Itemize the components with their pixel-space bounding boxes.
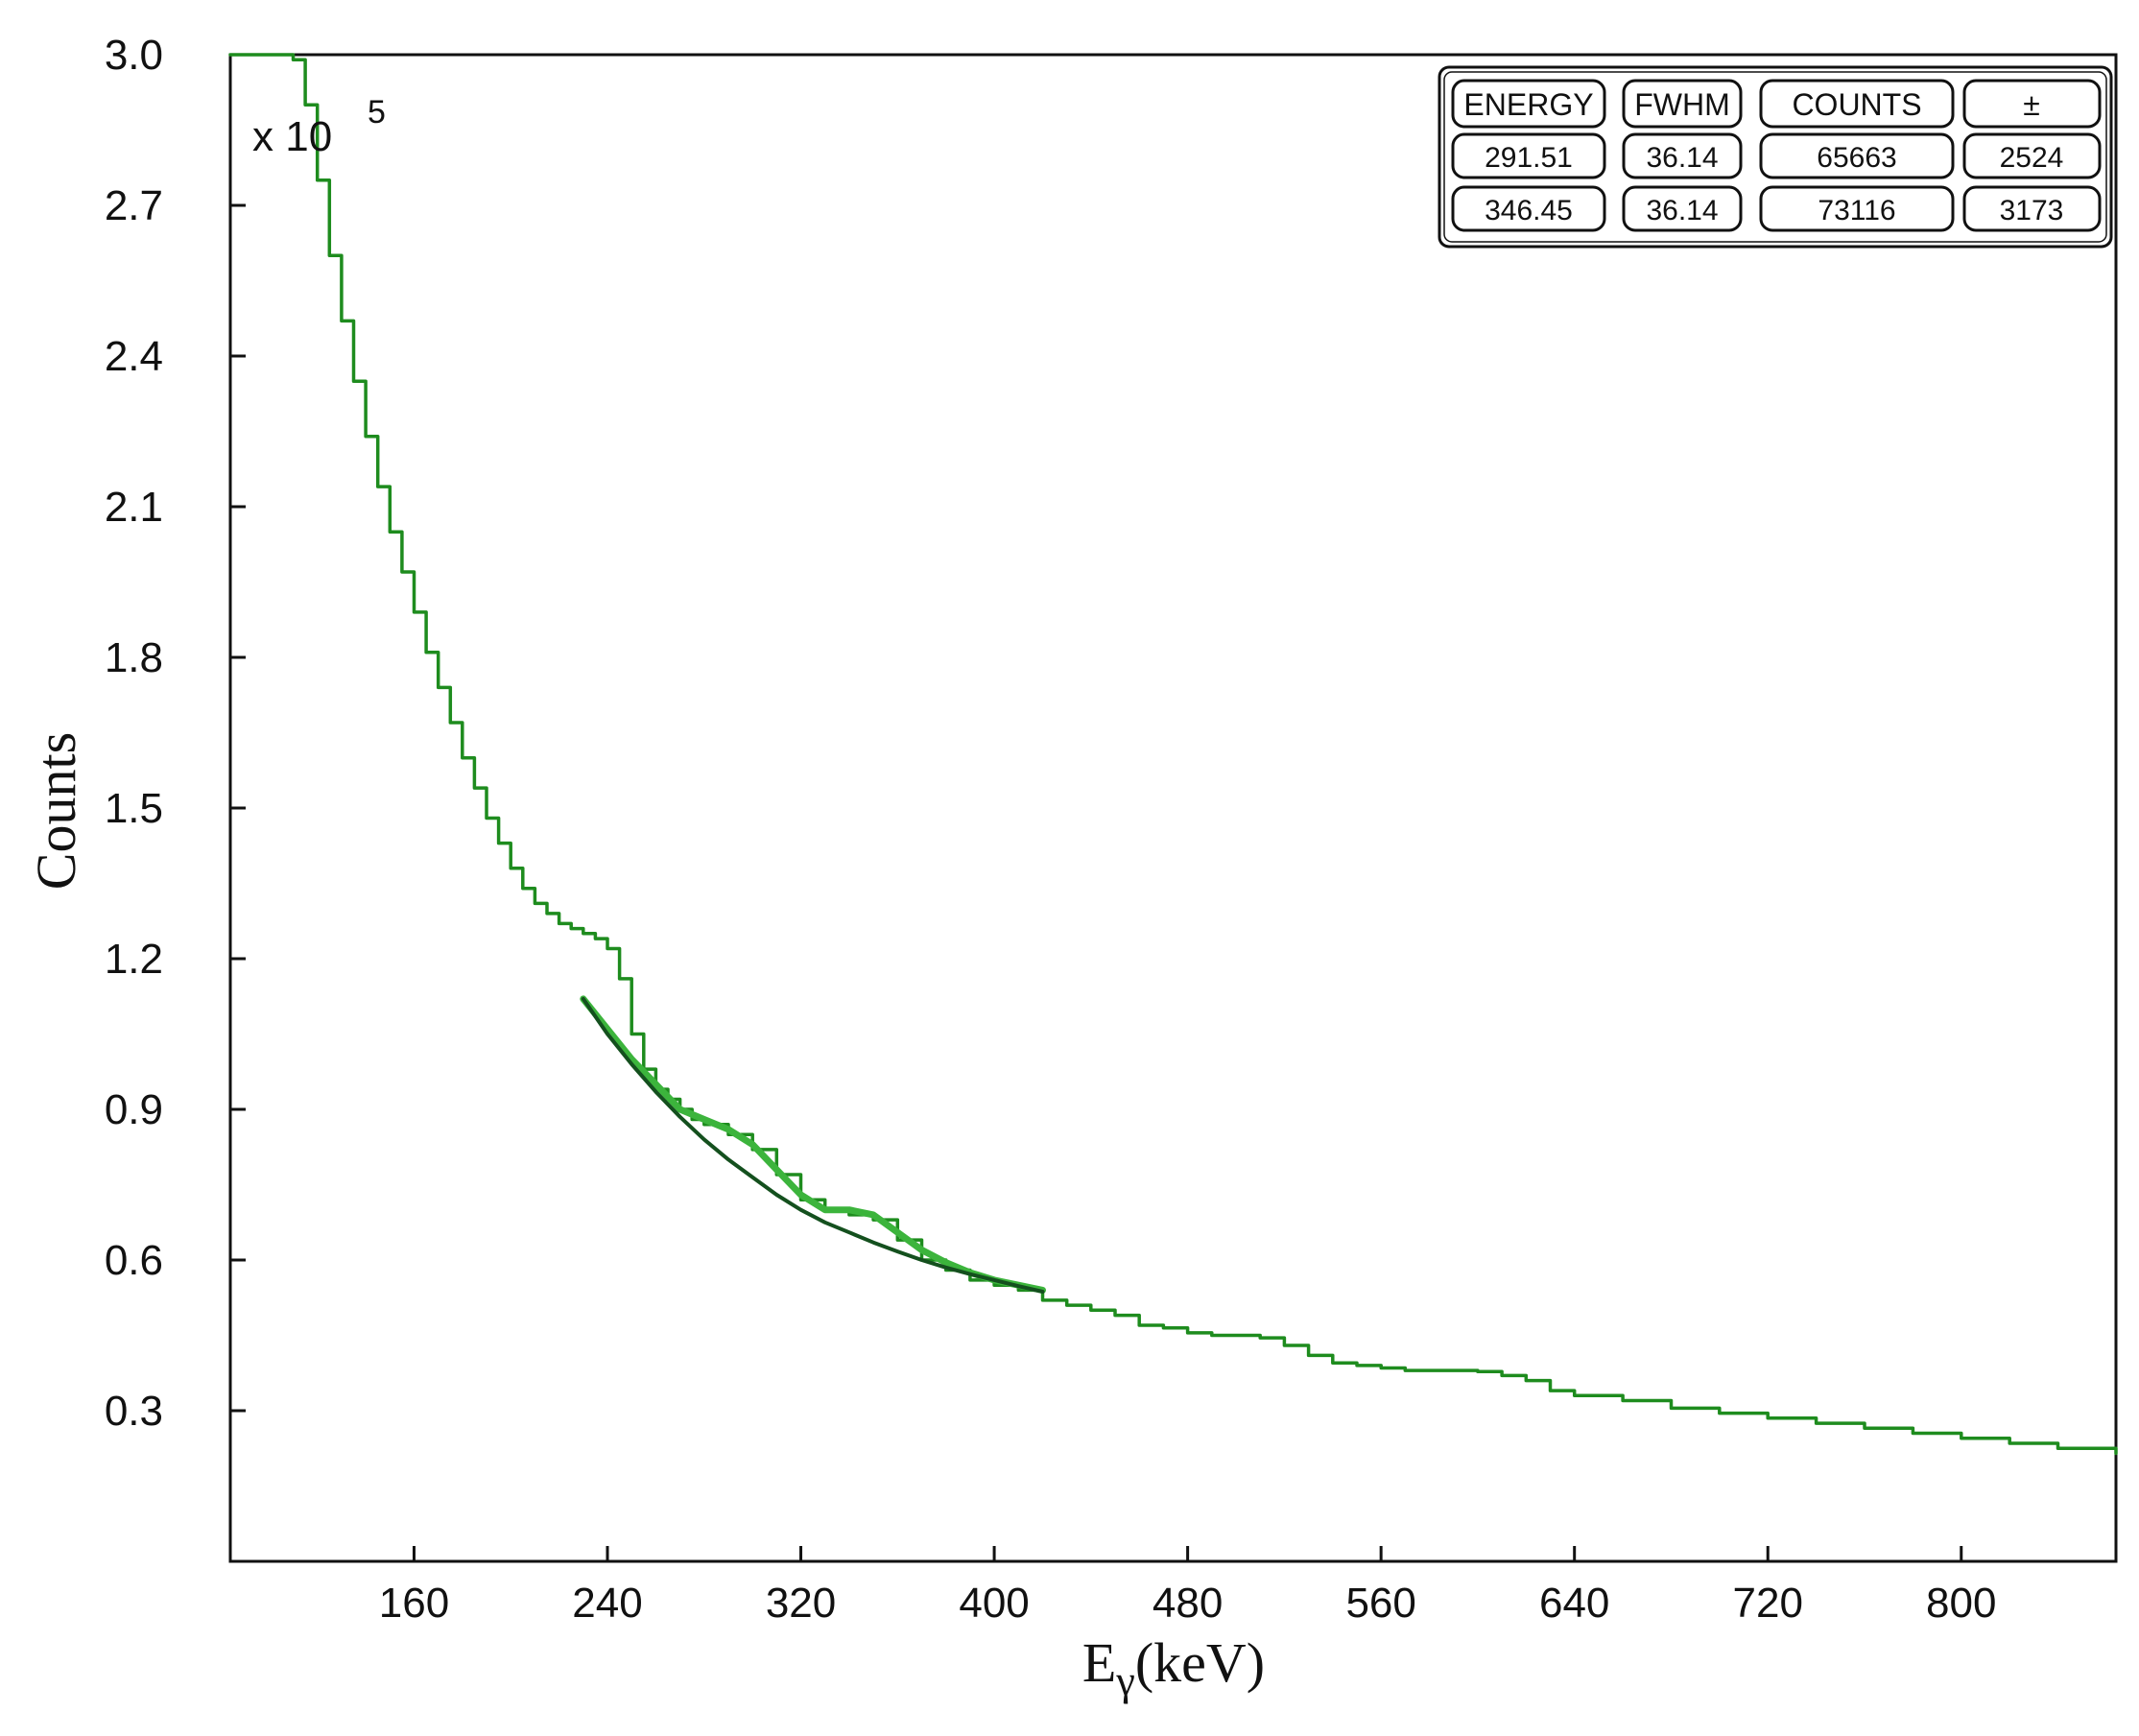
y-tick-label: 0.3 — [105, 1388, 163, 1435]
x-tick-label: 240 — [572, 1580, 642, 1627]
x-axis-label-subscript: γ — [1115, 1657, 1134, 1704]
multiplier-prefix: x 10 — [252, 113, 332, 160]
y-axis-label: Counts — [25, 732, 87, 890]
x-tick-label: 160 — [379, 1580, 449, 1627]
header-fwhm: FWHM — [1634, 87, 1730, 122]
x-tick-label: 560 — [1345, 1580, 1415, 1627]
x-axis-label-main: E — [1082, 1631, 1116, 1694]
row2-cell-error — [1962, 185, 2102, 232]
row1-counts: 65663 — [1817, 142, 1896, 174]
y-tick-label: 0.9 — [105, 1086, 163, 1133]
x-axis-ticks: 160 240 320 400 480 560 640 720 800 — [379, 1546, 1996, 1627]
row1-error: 2524 — [2000, 142, 2064, 174]
x-tick-label: 720 — [1733, 1580, 1803, 1627]
header-cell-energy — [1451, 79, 1606, 129]
header-cell-counts — [1759, 79, 1955, 129]
x-tick-label: 800 — [1926, 1580, 1996, 1627]
y-axis-ticks: 0.3 0.6 0.9 1.2 1.5 1.8 2.1 2.4 2.7 3.0 — [105, 32, 246, 1435]
row1-cell-fwhm — [1622, 132, 1743, 179]
y-tick-label: 1.5 — [105, 785, 163, 832]
y-tick-label: 1.8 — [105, 634, 163, 681]
row1-cell-error — [1962, 132, 2102, 179]
row2-cell-energy — [1451, 185, 1606, 232]
x-tick-label: 480 — [1153, 1580, 1223, 1627]
row2-counts: 73116 — [1818, 195, 1895, 226]
header-cell-error — [1962, 79, 2102, 129]
row1-cell-energy — [1451, 132, 1606, 179]
header-counts: COUNTS — [1792, 87, 1921, 122]
row2-energy: 346.45 — [1485, 195, 1573, 226]
y-tick-label: 2.4 — [105, 333, 163, 380]
row2-error: 3173 — [2000, 195, 2064, 226]
header-cell-fwhm — [1622, 79, 1743, 129]
x-tick-label: 320 — [766, 1580, 836, 1627]
header-energy: ENERGY — [1463, 87, 1593, 122]
plot-area — [228, 53, 2118, 1563]
row2-cell-fwhm — [1622, 185, 1743, 232]
row1-cell-counts — [1759, 132, 1955, 179]
y-tick-label: 3.0 — [105, 32, 163, 79]
row1-energy: 291.51 — [1485, 142, 1573, 174]
row2-cell-counts — [1759, 185, 1955, 232]
y-tick-label: 0.6 — [105, 1237, 163, 1284]
fit-series — [580, 995, 1046, 1294]
series-layer — [228, 53, 2118, 1456]
y-tick-label: 2.7 — [105, 182, 163, 229]
peak-table: ENERGY FWHM COUNTS ± 291.51 36.14 65663 … — [1438, 65, 2113, 249]
y-tick-label: 2.1 — [105, 484, 163, 531]
background-series — [581, 996, 1045, 1294]
row2-fwhm: 36.14 — [1646, 195, 1718, 226]
x-tick-label: 400 — [959, 1580, 1029, 1627]
y-tick-label: 1.2 — [105, 936, 163, 983]
peak-table-inner-frame — [1443, 71, 2107, 243]
x-axis-label: Eγ(keV) — [1082, 1631, 1265, 1704]
x-axis-label-unit: (keV) — [1135, 1631, 1265, 1694]
header-error: ± — [2023, 87, 2040, 122]
x-tick-label: 640 — [1539, 1580, 1609, 1627]
multiplier-exponent: 5 — [368, 94, 386, 131]
row1-fwhm: 36.14 — [1646, 142, 1718, 174]
